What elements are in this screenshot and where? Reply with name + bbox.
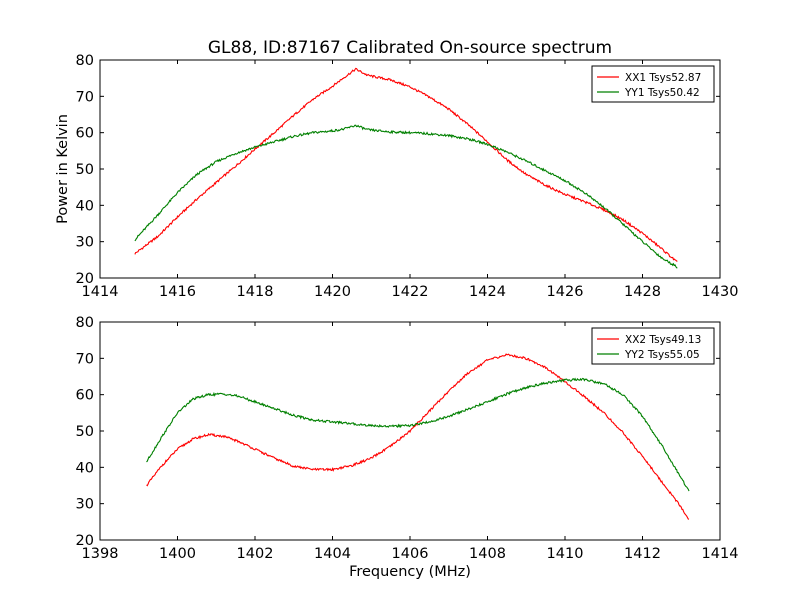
legend: XX2 Tsys49.13 YY2 Tsys55.05 — [591, 327, 715, 365]
x-tick-label: 1414 — [702, 546, 739, 562]
x-tick-label: 1404 — [314, 546, 351, 562]
legend-label: YY2 Tsys55.05 — [624, 349, 700, 361]
y-tick-label: 40 — [76, 198, 94, 214]
series-line-yy1 — [134, 124, 678, 269]
x-tick-label: 1418 — [237, 284, 274, 300]
x-tick-label: 1400 — [159, 546, 196, 562]
series-line-xx1 — [134, 67, 678, 262]
series-line-yy2 — [146, 377, 690, 492]
x-tick-label: 1424 — [469, 284, 506, 300]
top-panel: 1414 1416 1418 1420 1422 1424 1426 1428 1430 20 30… — [76, 53, 739, 300]
legend-box — [591, 327, 715, 365]
bottom-panel: 1398 1400 1402 1404 1406 1408 1410 1412 1414 20 30… — [76, 315, 739, 562]
x-tick-label: 1420 — [314, 284, 351, 300]
x-tick-label: 1428 — [624, 284, 661, 300]
legend-label: YY1 Tsys50.42 — [624, 87, 700, 99]
legend-label: XX1 Tsys52.87 — [625, 72, 701, 84]
x-tick-label: 1416 — [159, 284, 196, 300]
y-tick-label: 80 — [76, 53, 94, 69]
y-tick-label: 50 — [76, 424, 94, 440]
figure-title: GL88, ID:87167 Calibrated On-source spec… — [208, 38, 612, 58]
series-line-xx2 — [146, 353, 690, 520]
y-axis-label: Power in Kelvin — [55, 114, 71, 224]
x-tick-label: 1426 — [547, 284, 584, 300]
x-tick-label: 1430 — [702, 284, 739, 300]
x-tick-label: 1402 — [237, 546, 274, 562]
y-tick-label: 20 — [76, 533, 94, 549]
x-tick-label: 1422 — [392, 284, 429, 300]
legend-label: XX2 Tsys49.13 — [625, 334, 701, 346]
y-tick-label: 60 — [76, 126, 94, 142]
y-tick-label: 20 — [76, 271, 94, 287]
y-tick-label: 50 — [76, 162, 94, 178]
y-tick-label: 70 — [76, 351, 94, 367]
legend-box — [591, 65, 715, 103]
legend: XX1 Tsys52.87 YY1 Tsys50.42 — [591, 65, 715, 103]
y-tick-label: 40 — [76, 460, 94, 476]
x-tick-label: 1408 — [469, 546, 506, 562]
y-tick-label: 30 — [76, 497, 94, 513]
x-tick-label: 1414 — [82, 284, 119, 300]
x-tick-label: 1406 — [392, 546, 429, 562]
x-tick-label: 1410 — [547, 546, 584, 562]
x-tick-label: 1412 — [624, 546, 661, 562]
x-tick-label: 1398 — [82, 546, 119, 562]
y-tick-label: 70 — [76, 89, 94, 105]
y-tick-label: 80 — [76, 315, 94, 331]
y-tick-label: 30 — [76, 235, 94, 251]
y-tick-label: 60 — [76, 388, 94, 404]
x-axis-label: Frequency (MHz) — [349, 564, 471, 580]
